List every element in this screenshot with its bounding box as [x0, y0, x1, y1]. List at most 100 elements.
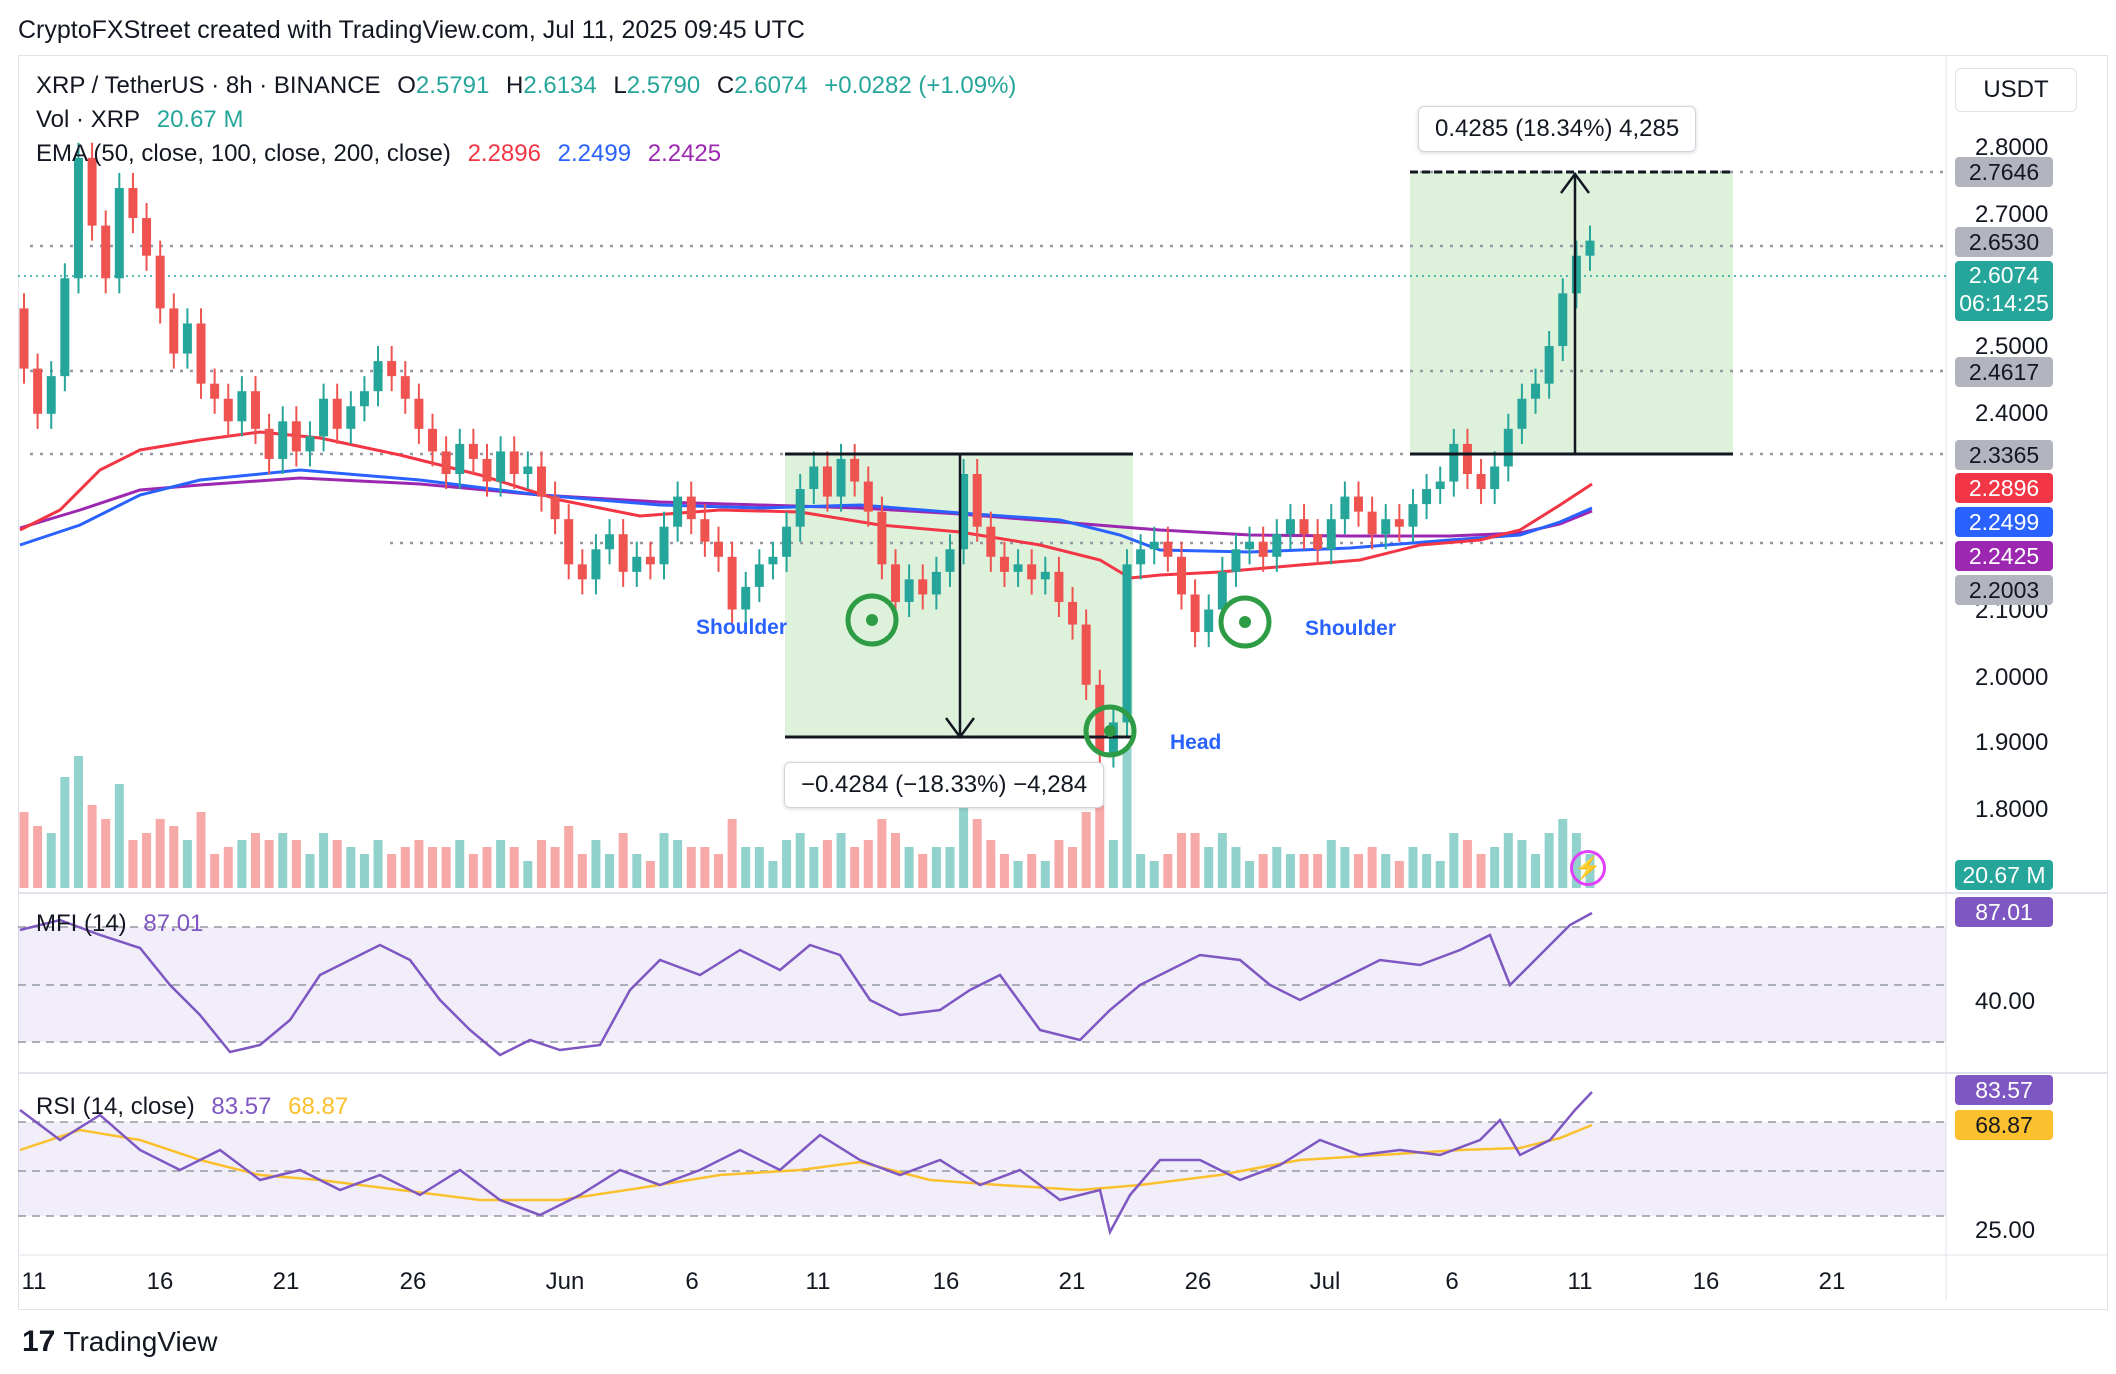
candle: [1068, 601, 1078, 625]
candle: [250, 391, 260, 429]
volume-bar: [387, 854, 397, 888]
candle: [441, 451, 451, 474]
volume-bar: [591, 840, 601, 888]
volume-bar: [577, 854, 587, 888]
candle: [659, 526, 669, 565]
volume-bar: [46, 833, 56, 888]
candle: [373, 361, 383, 392]
candle: [155, 255, 165, 309]
date-tick: 21: [1818, 1268, 1846, 1295]
candle: [60, 278, 70, 377]
volume-bar: [1095, 805, 1105, 888]
volume-bar: [1136, 854, 1146, 888]
candle: [1585, 240, 1595, 256]
rsi-tick: 25.00: [1975, 1217, 2036, 1244]
candle: [918, 579, 928, 595]
volume-bar: [782, 840, 792, 888]
head-label: Head: [1170, 731, 1222, 754]
volume-bar: [863, 840, 873, 888]
volume-bar: [850, 847, 860, 888]
candle: [945, 549, 955, 572]
candle: [114, 187, 124, 279]
candle: [850, 458, 860, 482]
candle: [319, 398, 329, 437]
candle: [101, 225, 111, 279]
candle: [264, 428, 274, 459]
rsi-legend[interactable]: RSI (14, close) 83.57 68.87: [36, 1093, 349, 1120]
volume-bar: [182, 840, 192, 888]
candle: [73, 157, 83, 279]
volume-bar: [1163, 854, 1173, 888]
candle: [142, 218, 152, 256]
volume-bar: [1313, 854, 1323, 888]
volume-bar: [496, 840, 506, 888]
tradingview-logo[interactable]: 17 TradingView: [22, 1325, 217, 1359]
candle: [1544, 346, 1554, 384]
symbol-label[interactable]: XRP / TetherUS · 8h · BINANCE: [36, 72, 381, 99]
candle: [428, 428, 438, 452]
ema-legend[interactable]: EMA (50, close, 100, close, 200, close) …: [36, 140, 722, 167]
volume-legend[interactable]: Vol · XRP 20.67 M: [36, 106, 244, 133]
candle: [741, 586, 751, 610]
candle: [986, 526, 996, 557]
volume-bar: [536, 840, 546, 888]
candle: [673, 496, 683, 527]
volume-bar: [414, 840, 424, 888]
mfi-legend[interactable]: MFI (14) 87.01: [36, 910, 204, 937]
volume-bar: [1204, 847, 1214, 888]
volume-bar: [1326, 840, 1336, 888]
lightning-icon[interactable]: ⚡: [1570, 850, 1606, 886]
volume-bar: [945, 847, 955, 888]
volume-bar: [1108, 840, 1118, 888]
candle: [591, 549, 601, 580]
rsi-line: [19, 1091, 1593, 1236]
currency-button[interactable]: USDT: [1955, 68, 2077, 112]
candle: [1435, 481, 1445, 490]
volume-bar: [1040, 861, 1050, 888]
date-tick: 21: [272, 1268, 300, 1295]
volume-bar: [836, 833, 846, 888]
rsi-badge: 83.57: [1955, 1075, 2053, 1105]
candle: [877, 511, 887, 565]
brand-label: TradingView: [63, 1326, 218, 1357]
last-price-badge: 2.6074 06:14:25: [1955, 261, 2053, 321]
volume-bar: [210, 854, 220, 888]
date-tick: 11: [21, 1268, 47, 1295]
volume-bar: [278, 833, 288, 888]
volume-bar: [809, 847, 819, 888]
volume-bar: [605, 854, 615, 888]
volume-bar: [1122, 748, 1132, 888]
volume-bar: [523, 861, 533, 888]
date-tick: 16: [1692, 1268, 1720, 1295]
price-tick: 2.7000: [1975, 201, 2049, 228]
candle: [1558, 293, 1568, 347]
volume-bar: [1054, 840, 1064, 888]
volume-bar: [877, 819, 887, 888]
candle: [509, 451, 519, 474]
volume-bar: [673, 840, 683, 888]
volume-bar: [223, 847, 233, 888]
volume-bar: [1176, 833, 1186, 888]
candle: [999, 556, 1009, 572]
volume-bar: [700, 847, 710, 888]
candle: [904, 579, 914, 602]
price-tick: 2.4000: [1975, 400, 2049, 427]
target-zone: [1410, 172, 1733, 454]
candle: [182, 323, 192, 354]
candle: [1217, 571, 1227, 610]
volume-bar: [1462, 840, 1472, 888]
volume-bar: [509, 847, 519, 888]
candle: [1204, 609, 1214, 633]
change-value: +0.0282 (+1.09%): [824, 72, 1017, 99]
candle: [1095, 684, 1105, 753]
volume-bar: [468, 854, 478, 888]
candle: [618, 534, 628, 572]
volume-bar: [114, 784, 124, 888]
candle: [1517, 398, 1527, 429]
price-tick: 2.8000: [1975, 134, 2049, 161]
candle: [891, 564, 901, 602]
volume-bar: [564, 826, 574, 888]
shoulder-left-label: Shoulder: [696, 616, 788, 639]
volume-bar: [1558, 819, 1568, 888]
